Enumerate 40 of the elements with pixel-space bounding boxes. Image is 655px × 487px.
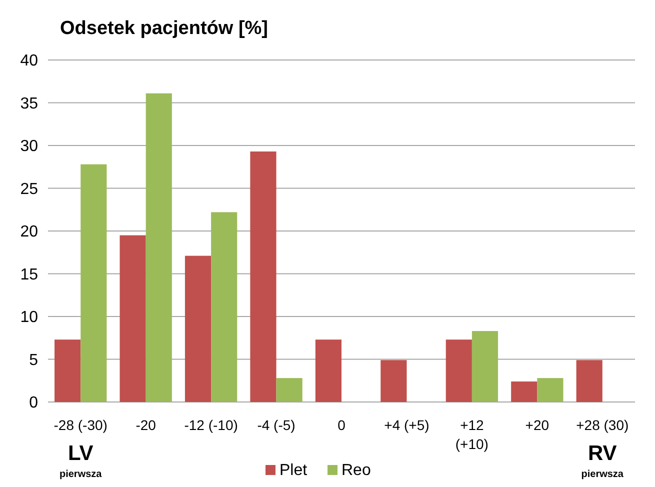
y-tick-label: 30 <box>20 138 38 156</box>
y-tick-label: 25 <box>20 180 38 198</box>
bar <box>446 340 472 402</box>
y-tick-label: 15 <box>20 266 38 284</box>
x-tick-label: +20 <box>525 417 550 433</box>
x-tick-label: 0 <box>338 417 346 433</box>
x-tick-label: -12 (-10) <box>184 417 238 433</box>
text: pierwsza <box>59 469 102 480</box>
legend-label: Reo <box>342 462 371 479</box>
legend-label: Plet <box>280 462 308 479</box>
bar <box>184 256 212 402</box>
bar <box>511 381 538 402</box>
bar <box>315 340 342 402</box>
bar <box>146 93 172 402</box>
x-tick-label: -20 <box>136 417 156 433</box>
bar <box>537 378 564 402</box>
x-tick-label: +4 (+5) <box>384 417 430 433</box>
text: pierwsza <box>581 469 624 480</box>
text: LV <box>68 442 94 465</box>
y-tick-label: 20 <box>20 224 38 241</box>
bar <box>54 340 81 402</box>
text: RV <box>588 442 617 465</box>
x-tick-label: +28 (30) <box>576 417 629 433</box>
bar <box>250 151 276 402</box>
bar <box>80 164 107 402</box>
bar <box>380 360 407 402</box>
x-tick-label: -28 (-30) <box>54 417 108 433</box>
bar <box>472 331 498 402</box>
y-tick-label: 10 <box>20 309 38 326</box>
x-tick-label: -4 (-5) <box>257 417 296 433</box>
y-tick-label: 35 <box>20 95 38 112</box>
y-tick-label: 5 <box>29 352 38 369</box>
bar <box>276 378 302 402</box>
chart-title: Odsetek pacjentów [%] <box>60 18 268 39</box>
y-tick-label: 0 <box>29 394 38 412</box>
bar <box>211 212 238 402</box>
bar <box>576 360 602 402</box>
bar <box>120 235 146 402</box>
x-tick-label: +12 (+10) <box>455 417 488 452</box>
y-tick-label: 40 <box>20 52 38 70</box>
